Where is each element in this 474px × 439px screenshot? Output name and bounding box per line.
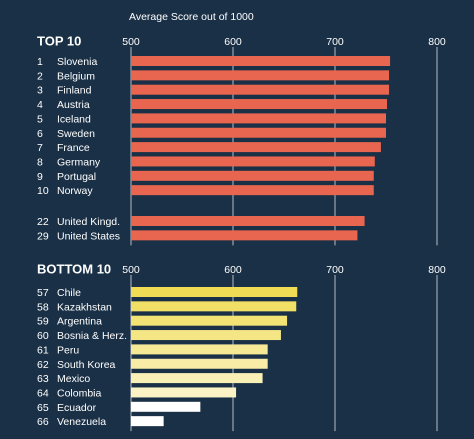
rank-label: 57 [37, 287, 49, 299]
rank-label: 61 [37, 344, 49, 356]
tick-label: 600 [224, 264, 242, 276]
country-label: Slovenia [57, 56, 97, 68]
bar [131, 416, 164, 427]
country-label: Norway [57, 185, 93, 197]
country-label: Sweden [57, 128, 95, 140]
bar [131, 99, 388, 110]
country-label: United States [57, 230, 120, 242]
country-label: Chile [57, 287, 81, 299]
country-label: Venezuela [57, 416, 106, 428]
panel-label: BOTTOM 10 [37, 262, 111, 277]
country-label: Germany [57, 156, 101, 168]
bar [131, 56, 391, 66]
tick-label: 700 [326, 36, 344, 48]
bar [131, 84, 390, 95]
country-label: United Kingd. [57, 216, 120, 228]
panel-1: BOTTOM 10 500 600 700 800 57 Chile 58 Kazakhstan… [37, 262, 446, 432]
panel-0: TOP 10 500 600 700 800 1 Slovenia 2 Belgium 3 Finl… [37, 34, 446, 246]
tick-label: 800 [428, 264, 446, 276]
tick-label: 700 [326, 264, 344, 276]
bar [131, 387, 237, 398]
rank-label: 4 [37, 99, 43, 111]
bar [131, 216, 365, 226]
rank-label: 22 [37, 216, 49, 228]
chart-title: Average Score out of 1000 [129, 11, 254, 23]
country-label: Iceland [57, 113, 91, 125]
country-label: Belgium [57, 70, 95, 82]
rank-label: 2 [37, 70, 43, 82]
rank-label: 64 [37, 387, 49, 399]
country-label: Colombia [57, 387, 102, 399]
tick-label: 800 [428, 36, 446, 48]
bar [131, 373, 263, 384]
country-label: Finland [57, 85, 92, 97]
country-label: Portugal [57, 171, 96, 183]
bar [131, 315, 288, 326]
bar [131, 170, 374, 181]
rank-label: 5 [37, 113, 43, 125]
rank-label: 60 [37, 330, 49, 342]
rank-label: 10 [37, 185, 49, 197]
country-label: Ecuador [57, 402, 97, 414]
country-label: Kazakhstan [57, 301, 112, 313]
bar [131, 142, 381, 153]
country-label: South Korea [57, 359, 116, 371]
rank-label: 1 [37, 56, 43, 68]
tick-label: 500 [122, 36, 140, 48]
bar [131, 113, 386, 124]
bar [131, 156, 375, 167]
rank-label: 8 [37, 156, 43, 168]
country-label: Bosnia & Herz. [57, 330, 127, 342]
rank-label: 58 [37, 301, 49, 313]
rank-label: 9 [37, 171, 43, 183]
rank-label: 65 [37, 402, 49, 414]
panel-label: TOP 10 [37, 34, 81, 49]
tick-label: 600 [224, 36, 242, 48]
country-label: Austria [57, 99, 90, 111]
bar [131, 344, 268, 355]
bar [131, 127, 386, 138]
bar [131, 401, 201, 412]
bar [131, 287, 298, 297]
bar [131, 185, 374, 196]
rank-label: 6 [37, 128, 43, 140]
rank-label: 29 [37, 230, 49, 242]
bar [131, 70, 390, 81]
country-label: Mexico [57, 373, 90, 385]
rank-label: 63 [37, 373, 49, 385]
bar [131, 230, 358, 241]
rank-label: 3 [37, 85, 43, 97]
country-label: Peru [57, 344, 79, 356]
rank-label: 62 [37, 359, 49, 371]
bar [131, 301, 297, 312]
rank-label: 66 [37, 416, 49, 428]
tick-label: 500 [122, 264, 140, 276]
country-label: France [57, 142, 90, 154]
rank-label: 7 [37, 142, 43, 154]
country-label: Argentina [57, 316, 102, 328]
chart-body: TOP 10 500 600 700 800 1 Slovenia 2 Belgium 3 Finl… [37, 34, 446, 432]
rank-label: 59 [37, 316, 49, 328]
bar [131, 330, 281, 341]
bar [131, 358, 268, 369]
